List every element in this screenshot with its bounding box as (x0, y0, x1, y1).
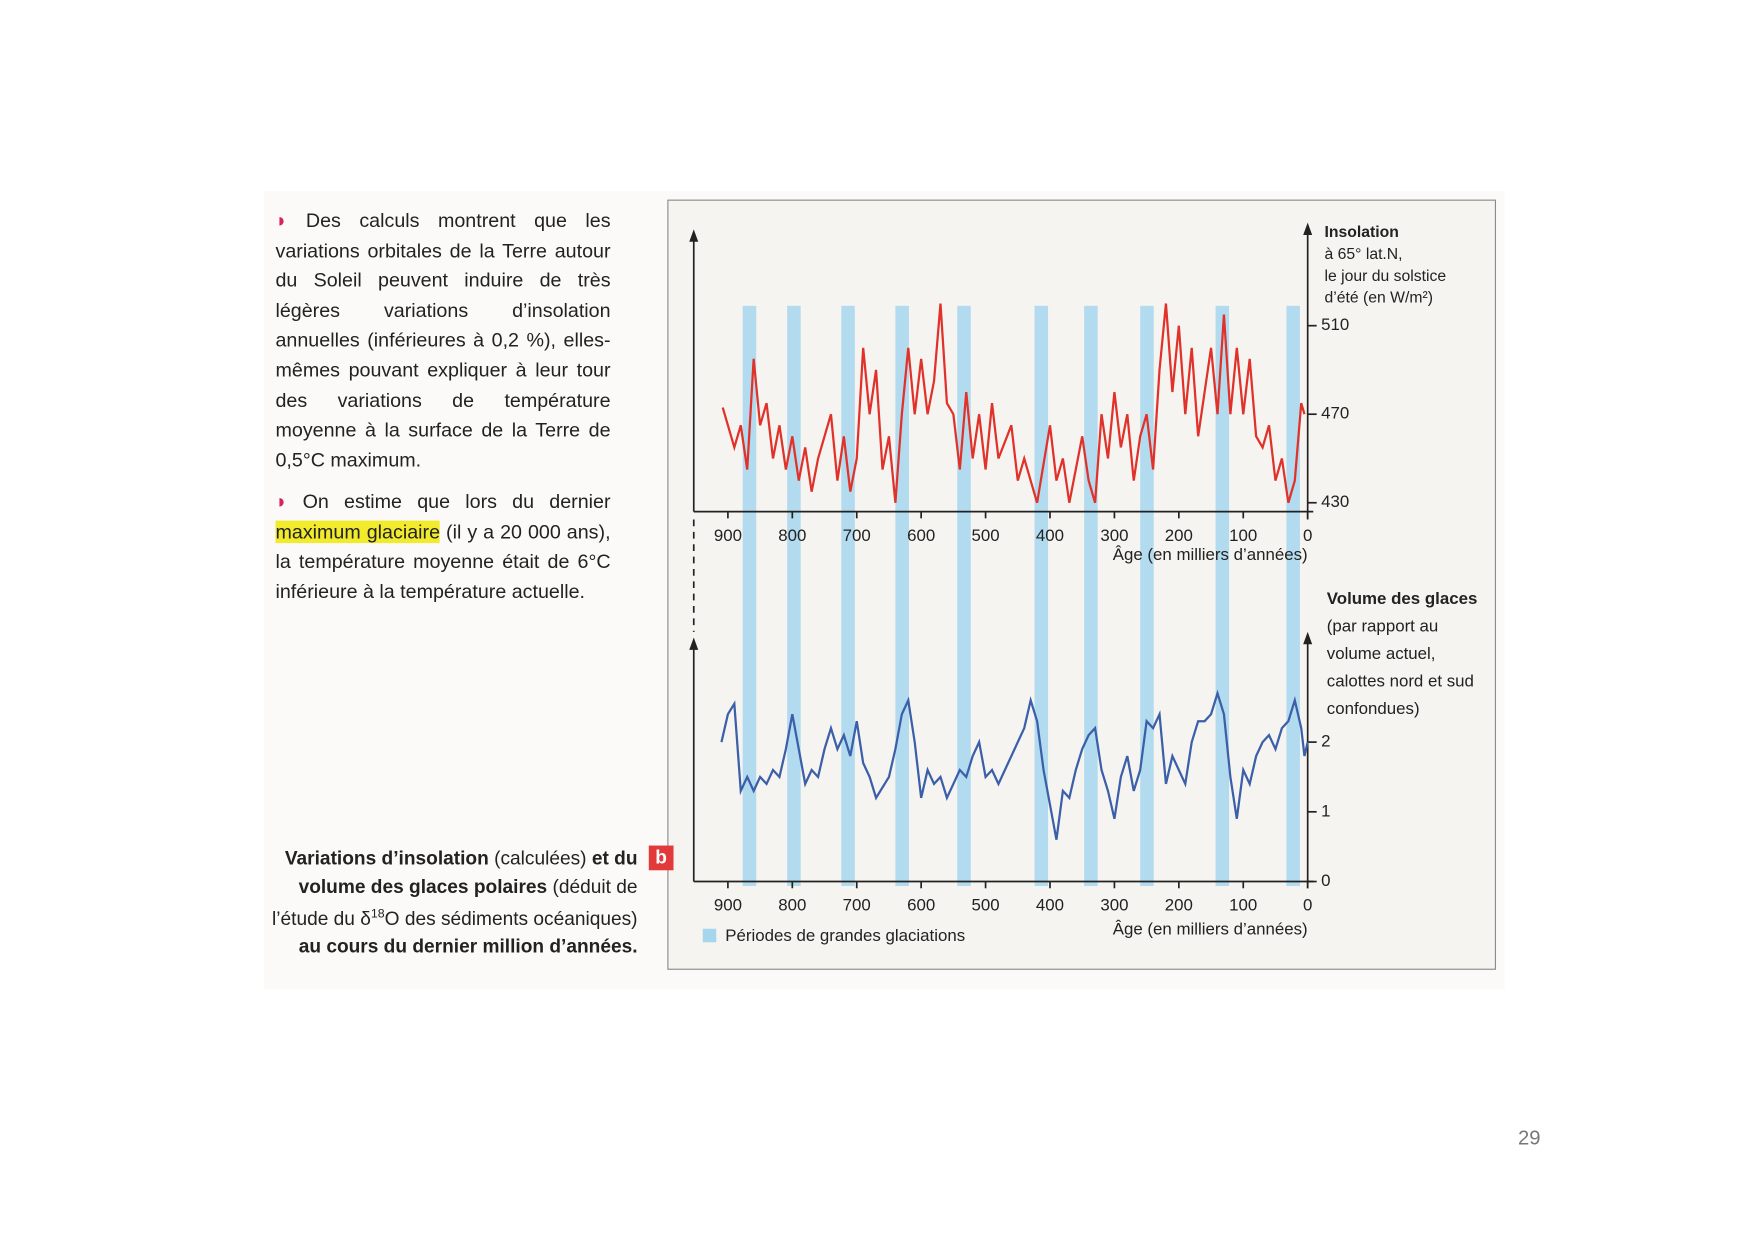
glaciation-band (957, 305, 971, 887)
legend-swatch (702, 928, 717, 943)
glaciation-band (895, 305, 909, 887)
y-tick-label: 2 (1321, 732, 1330, 751)
x-tick-label: 700 (843, 896, 871, 915)
caption-part: O des sédiments océaniques) (384, 908, 638, 930)
x-tick-label: 100 (1229, 526, 1257, 545)
x-tick-label: 500 (972, 526, 1000, 545)
x-tick-label: 400 (1036, 896, 1064, 915)
y-axis-label: le jour du solstice (1325, 268, 1447, 285)
x-axis-label: Âge (en milliers d’années) (1113, 545, 1308, 564)
arrow (689, 637, 699, 650)
glaciation-band (1140, 305, 1154, 887)
bullet: ◗ (275, 490, 303, 513)
caption-part: 18 (370, 907, 385, 921)
data-line (720, 689, 1309, 840)
caption-part: et du volume des glaces polaires (298, 847, 638, 897)
legend-label: Périodes de grandes glaciations (725, 926, 965, 945)
y-tick-label: 470 (1321, 404, 1349, 423)
paragraph: ◗ Des calculs montrent que les variation… (275, 206, 610, 475)
x-tick-label: 200 (1165, 896, 1193, 915)
x-tick-label: 600 (907, 896, 935, 915)
caption-badge: b (648, 845, 674, 871)
y-tick-label: 0 (1321, 871, 1330, 890)
paragraph-text: On estime que lors du dernier (302, 490, 611, 513)
glaciation-band (1286, 305, 1300, 887)
caption-part: Variations d’insolation (284, 847, 489, 870)
x-tick-label: 800 (778, 896, 806, 915)
y-axis-label: volume actuel, (1327, 644, 1436, 663)
x-tick-label: 0 (1303, 896, 1312, 915)
x-tick-label: 800 (778, 526, 806, 545)
y-tick-label: 430 (1321, 492, 1349, 511)
x-tick-label: 600 (907, 526, 935, 545)
x-tick-label: 900 (714, 896, 742, 915)
x-tick-label: 400 (1036, 526, 1064, 545)
y-axis-label: d’été (en W/m²) (1325, 290, 1433, 307)
data-line (721, 303, 1306, 504)
y-axis-label: confondues) (1327, 699, 1420, 718)
paragraph-text: Des calculs montrent que les variations … (275, 209, 611, 471)
paragraph: ◗ On estime que lors du dernier maximum … (275, 487, 611, 607)
glaciation-band (742, 305, 757, 887)
x-tick-label: 700 (843, 526, 871, 545)
y-axis-label: Insolation (1325, 224, 1399, 241)
x-tick-label: 100 (1229, 896, 1257, 915)
caption-part: au cours du dernier million d’années. (298, 935, 638, 958)
y-axis-label: Volume des glaces (1327, 589, 1478, 608)
y-axis-label: calottes nord et sud (1327, 671, 1474, 690)
arrow (1303, 631, 1313, 645)
x-tick-label: 300 (1100, 526, 1128, 545)
y-tick-label: 510 (1321, 315, 1349, 334)
caption-part: (déduit de l’étude du δ (272, 875, 638, 930)
glaciation-band (1215, 305, 1230, 887)
caption-part: (calculées) (494, 847, 587, 870)
bullet: ◗ (275, 209, 306, 232)
glaciation-band (1034, 305, 1049, 887)
y-tick-label: 1 (1321, 801, 1330, 820)
x-axis-label: Âge (en milliers d’années) (1113, 919, 1308, 938)
axes (689, 222, 1314, 889)
page-number: 29 (1517, 1126, 1541, 1150)
arrow (689, 229, 699, 242)
caption: Variations d’insolation (calculées) et d… (261, 846, 638, 961)
x-tick-label: 200 (1165, 526, 1193, 545)
glaciation-band (841, 305, 855, 887)
glaciation-band (787, 305, 801, 887)
chart-frame (667, 199, 1497, 970)
x-tick-label: 500 (972, 896, 1000, 915)
x-tick-label: 0 (1303, 526, 1312, 545)
paragraph-text: (il y a 20 000 ans), la température moye… (275, 520, 611, 603)
x-tick-label: 900 (714, 526, 742, 545)
highlight: maximum glaciaire (275, 520, 441, 543)
x-tick-label: 300 (1100, 896, 1128, 915)
y-axis-label: (par rapport au (1327, 616, 1439, 635)
glaciation-band (1084, 305, 1098, 887)
y-axis-label: à 65° lat.N, (1325, 246, 1403, 263)
arrow (1303, 222, 1313, 235)
